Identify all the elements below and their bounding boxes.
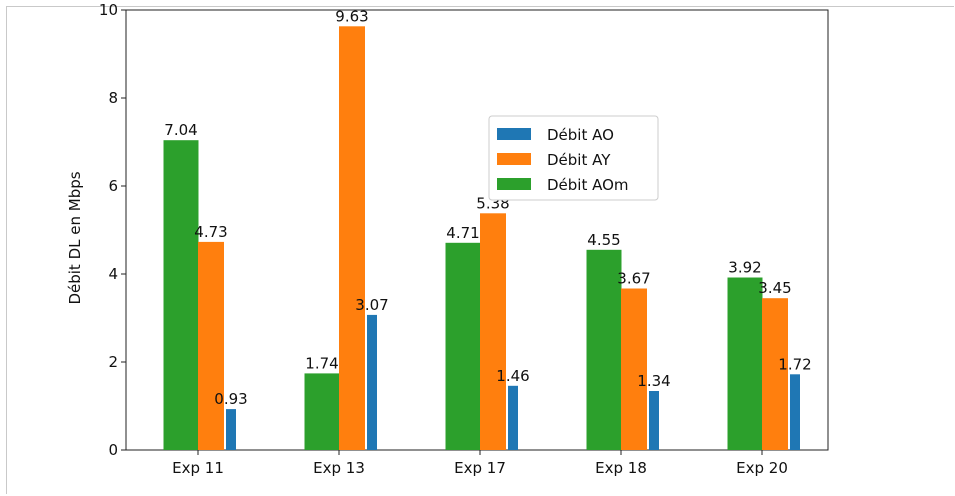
legend-entry-label: Débit AY	[547, 151, 611, 169]
bar	[367, 314, 377, 450]
bar	[163, 140, 199, 450]
x-tick-label: Exp 11	[172, 459, 224, 477]
x-tick-label: Exp 17	[454, 459, 506, 477]
bar	[762, 298, 788, 450]
bar	[727, 277, 763, 450]
bar	[226, 409, 236, 450]
y-tick-label: 10	[99, 1, 118, 19]
data-label: 1.74	[305, 354, 338, 372]
bar	[649, 391, 659, 450]
legend-swatch	[497, 128, 531, 140]
data-label: 3.45	[758, 279, 791, 297]
bar	[790, 374, 800, 450]
data-label: 1.34	[637, 372, 670, 390]
y-axis-label: Débit DL en Mbps	[66, 171, 84, 304]
y-tick-label: 0	[108, 441, 118, 459]
data-label: 4.71	[446, 224, 479, 242]
bar	[586, 249, 622, 450]
bar	[480, 213, 506, 450]
bar	[508, 385, 518, 450]
x-tick-label: Exp 20	[736, 459, 788, 477]
data-label: 3.67	[617, 270, 650, 288]
y-axis-ticks: 0 2 4 6 8 10	[99, 1, 126, 459]
y-tick-label: 8	[108, 89, 118, 107]
data-label: 0.93	[214, 390, 247, 408]
legend: Débit AO Débit AY Débit AOm	[488, 115, 659, 201]
bar	[339, 26, 365, 451]
data-label: 1.46	[496, 367, 529, 385]
y-tick-label: 2	[108, 353, 118, 371]
figure-frame	[6, 6, 954, 494]
bar	[198, 241, 224, 450]
data-label: 4.55	[587, 231, 620, 249]
data-label: 1.72	[778, 355, 811, 373]
legend-entry-label: Débit AOm	[547, 176, 629, 194]
data-label: 9.63	[335, 7, 368, 25]
legend-entry-label: Débit AO	[547, 126, 614, 144]
bars-group	[163, 26, 800, 451]
bar	[445, 242, 481, 450]
data-label: 3.07	[355, 296, 388, 314]
legend-swatch	[497, 153, 531, 165]
bar	[304, 373, 340, 450]
y-tick-label: 4	[108, 265, 118, 283]
y-tick-label: 6	[108, 177, 118, 195]
x-tick-label: Exp 13	[313, 459, 365, 477]
data-label: 7.04	[164, 121, 197, 139]
legend-swatch	[497, 178, 531, 190]
data-label: 3.92	[728, 259, 761, 277]
x-tick-label: Exp 18	[595, 459, 647, 477]
data-labels-group: 7.041.744.71 4.553.924.739.635.383.673.45…	[164, 7, 811, 408]
bar	[621, 288, 647, 450]
data-label: 4.73	[194, 223, 227, 241]
x-axis-ticks: Exp 11 Exp 13 Exp 17 Exp 18 Exp 20	[172, 450, 788, 477]
legend-box	[488, 115, 659, 201]
